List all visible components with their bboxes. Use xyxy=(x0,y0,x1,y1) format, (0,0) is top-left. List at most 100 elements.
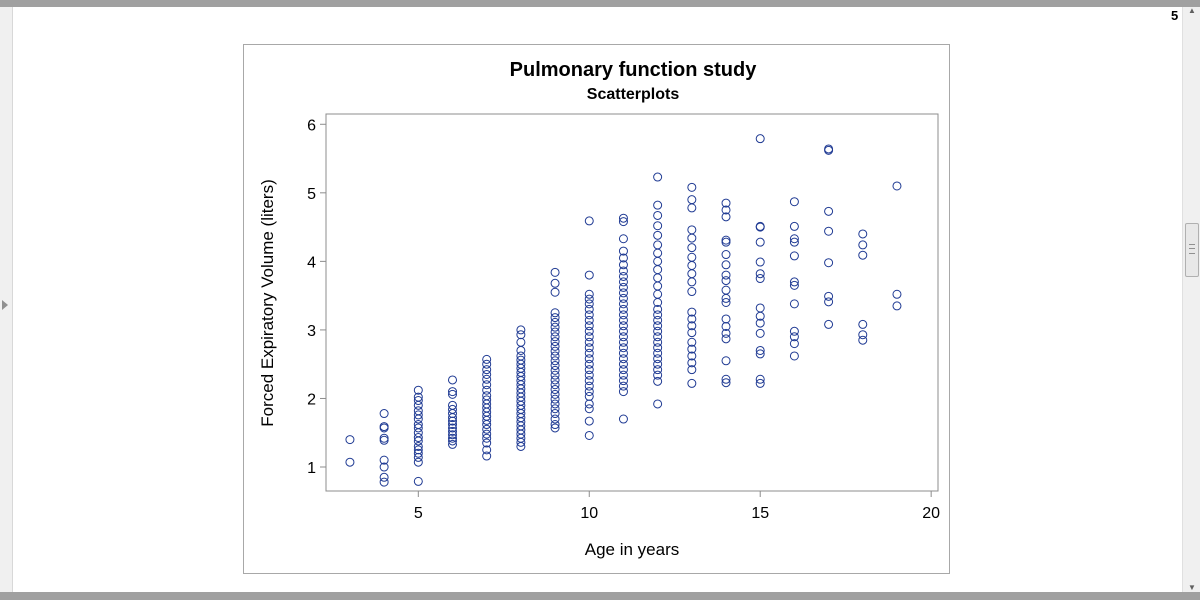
data-point xyxy=(516,330,526,340)
data-point xyxy=(584,337,594,347)
data-point xyxy=(584,365,594,375)
data-point xyxy=(550,332,560,342)
data-point xyxy=(413,420,423,430)
data-point xyxy=(550,308,560,318)
data-point xyxy=(618,370,628,380)
data-point xyxy=(379,455,389,465)
data-point xyxy=(584,348,594,358)
data-point xyxy=(687,252,697,262)
scroll-thumb[interactable] xyxy=(1185,223,1199,277)
data-point xyxy=(550,423,560,433)
data-point xyxy=(413,410,423,420)
data-point xyxy=(448,389,458,399)
data-point xyxy=(550,399,560,409)
data-point xyxy=(721,235,731,245)
data-point xyxy=(721,250,731,260)
data-point xyxy=(618,332,628,342)
data-point xyxy=(755,134,765,144)
vertical-scrollbar[interactable]: ▲ ▼ xyxy=(1182,7,1200,592)
page-number: 5 xyxy=(1171,8,1179,23)
data-point xyxy=(789,234,799,244)
chart-subtitle: Scatterplots xyxy=(586,86,680,103)
data-point xyxy=(550,337,560,347)
data-point xyxy=(653,240,663,250)
data-point xyxy=(413,385,423,395)
scroll-up-arrow-icon[interactable]: ▲ xyxy=(1188,6,1196,15)
data-point xyxy=(653,359,663,369)
data-point xyxy=(755,349,765,359)
data-point xyxy=(789,332,799,342)
data-point xyxy=(858,330,868,340)
data-point xyxy=(721,328,731,338)
data-point xyxy=(618,260,628,270)
data-point xyxy=(687,358,697,368)
data-point xyxy=(448,423,458,433)
data-point xyxy=(550,356,560,366)
data-point xyxy=(550,420,560,430)
data-point xyxy=(789,221,799,231)
data-point xyxy=(618,246,628,256)
x-tick-label: 10 xyxy=(580,505,598,522)
data-point xyxy=(482,391,492,401)
data-point xyxy=(687,328,697,338)
x-axis: 5 10 15 20 xyxy=(414,491,940,522)
data-point xyxy=(687,378,697,388)
expand-arrow-icon[interactable] xyxy=(2,300,8,310)
data-point xyxy=(550,346,560,356)
data-point xyxy=(687,365,697,375)
data-point xyxy=(721,334,731,344)
data-point xyxy=(618,354,628,364)
y-tick-label: 6 xyxy=(307,117,316,134)
data-point xyxy=(721,378,731,388)
data-point xyxy=(687,337,697,347)
data-point xyxy=(721,374,731,384)
data-point xyxy=(687,314,697,324)
data-point xyxy=(618,321,628,331)
data-point xyxy=(482,380,492,390)
data-point xyxy=(618,299,628,309)
data-point xyxy=(653,326,663,336)
data-point xyxy=(379,462,389,472)
viewer-bottom-border xyxy=(0,592,1200,600)
scatter-plot: 1 2 3 4 5 6 5 10 15 20 xyxy=(307,113,940,522)
data-point xyxy=(687,243,697,253)
data-point xyxy=(584,310,594,320)
data-point xyxy=(824,206,834,216)
data-point xyxy=(789,280,799,290)
data-point xyxy=(892,301,902,311)
data-point xyxy=(550,380,560,390)
data-point xyxy=(755,318,765,328)
scroll-down-arrow-icon[interactable]: ▼ xyxy=(1188,583,1196,592)
data-point xyxy=(721,212,731,222)
data-point xyxy=(482,438,492,448)
data-point xyxy=(755,303,765,313)
data-point xyxy=(550,414,560,424)
data-point xyxy=(653,200,663,210)
data-point xyxy=(618,253,628,263)
data-point xyxy=(687,195,697,205)
data-point xyxy=(482,445,492,455)
data-point xyxy=(448,433,458,443)
data-point xyxy=(379,422,389,432)
data-point xyxy=(653,370,663,380)
data-point xyxy=(618,414,628,424)
data-point xyxy=(618,304,628,314)
data-point xyxy=(550,389,560,399)
y-tick-label: 5 xyxy=(307,186,316,203)
data-point xyxy=(653,343,663,353)
plot-area xyxy=(325,113,939,492)
data-point xyxy=(413,476,423,486)
data-point xyxy=(584,430,594,440)
data-point xyxy=(653,172,663,182)
data-point xyxy=(755,257,765,267)
data-point xyxy=(448,430,458,440)
x-tick-label: 5 xyxy=(414,505,423,522)
data-point xyxy=(755,378,765,388)
data-point xyxy=(755,374,765,384)
data-point xyxy=(618,343,628,353)
data-point xyxy=(550,404,560,414)
data-point xyxy=(550,370,560,380)
data-point xyxy=(618,217,628,227)
data-point xyxy=(824,258,834,268)
data-point xyxy=(858,240,868,250)
